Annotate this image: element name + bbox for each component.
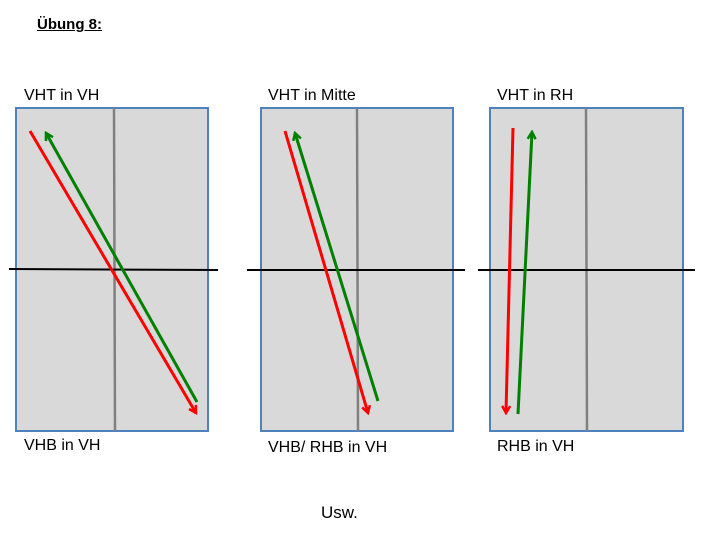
panel-1-green-arrow	[46, 133, 199, 403]
panel-2-bottom-label: VHB/ RHB in VH	[268, 439, 388, 456]
panel-2	[247, 107, 465, 432]
panel-3-bottom-label: RHB in VH	[497, 438, 575, 455]
panel-1	[8, 107, 219, 432]
panel-1-bottom-label: VHB in VH	[24, 437, 101, 454]
panel-2-red-arrow	[283, 130, 368, 413]
panel-3-green-arrow	[516, 132, 532, 415]
panel-2-top-label: VHT in Mitte	[268, 87, 356, 104]
panel-1-red-arrow	[28, 130, 198, 413]
panel-1-top-label: VHT in VH	[24, 87, 100, 104]
exercise-title: Übung 8:	[37, 16, 102, 33]
footer-text: Usw.	[321, 503, 358, 522]
panel-2-green-arrow	[295, 133, 380, 402]
panel-3-red-arrow	[506, 127, 515, 413]
panel-3	[478, 107, 695, 432]
panel-3-top-label: VHT in RH	[497, 87, 574, 104]
panel-1-axis	[8, 268, 219, 271]
